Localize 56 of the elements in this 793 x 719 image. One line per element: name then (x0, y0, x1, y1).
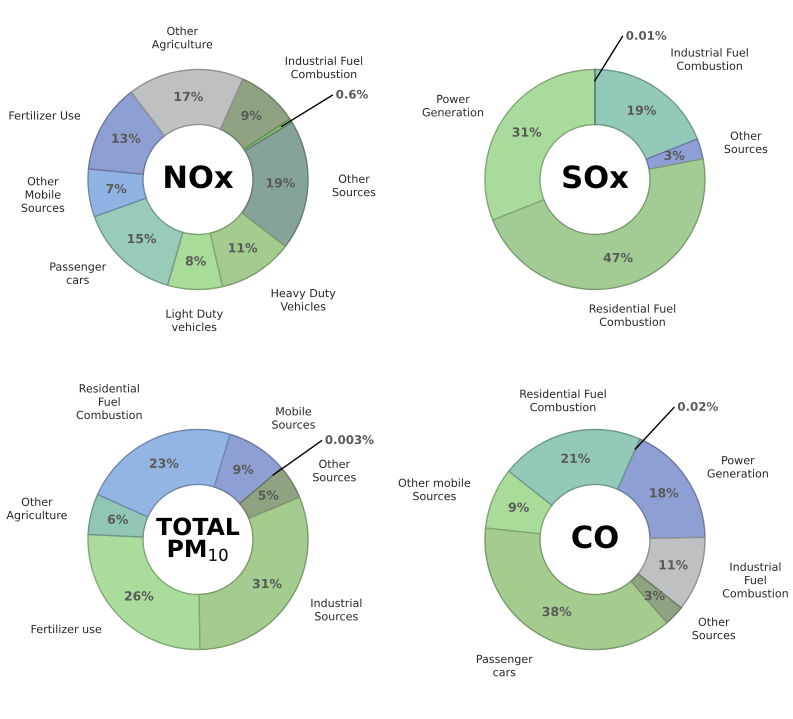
slice-label: Power Generation (422, 94, 484, 116)
data-label: 0.6% (336, 90, 368, 99)
data-label: 11% (660, 560, 688, 570)
slice-label: Residential Fuel Combustion (76, 384, 142, 420)
slice-label: Industrial Fuel Combustion (286, 56, 362, 78)
data-label: 5% (258, 490, 278, 500)
data-label: 0.01% (626, 30, 666, 40)
slice-label: Mobile Sources (272, 406, 315, 429)
data-label: 26% (124, 591, 154, 601)
data-label: 17% (174, 92, 203, 102)
data-label: 15% (128, 234, 156, 244)
data-label: 3% (644, 590, 665, 600)
slice-label: Fertilizer use (32, 624, 102, 634)
data-label: 9% (241, 110, 262, 120)
slice-label: Other Mobile Sources (22, 176, 64, 212)
data-label: 8% (186, 256, 206, 266)
data-label: 38% (542, 606, 572, 616)
slice-label: Heavy Duty Vehicles (272, 289, 336, 311)
data-label: 13% (112, 134, 140, 144)
text: CO (572, 525, 618, 548)
slice-label: Industrial Fuel Combustion (722, 562, 788, 598)
slice-label: Power Generation (707, 456, 768, 478)
slice-label: Other Sources (692, 617, 736, 640)
slice-label: Fertilizer Use (9, 111, 80, 120)
slice-label: Passenger cars (50, 262, 106, 284)
data-label: 19% (628, 105, 656, 115)
slice-label: Other Sources (332, 174, 376, 196)
data-label: 0.02% (678, 402, 718, 411)
slice-label: Other Agriculture (152, 26, 212, 51)
slice-label: Residential Fuel Combustion (590, 304, 676, 326)
data-label: 47% (604, 252, 633, 262)
slice-label: Other Sources (724, 131, 768, 154)
data-label: 31% (512, 127, 542, 137)
data-label: 9% (233, 464, 254, 474)
slice-label: Other Agriculture (6, 497, 67, 522)
data-label: 7% (106, 184, 126, 194)
data-label: 23% (150, 458, 178, 468)
data-label: 6% (108, 514, 128, 524)
text: NOx (165, 165, 234, 188)
data-label: 3% (664, 150, 684, 160)
data-label: 19% (266, 178, 295, 188)
text: TOTAL PM$_{10}$ (156, 518, 240, 562)
slice-label: Other Sources (313, 459, 356, 482)
slice-label: Industrial Sources (311, 598, 362, 620)
slice-label: Industrial Fuel Combustion (672, 48, 748, 70)
slice-label: Passenger cars (476, 654, 533, 676)
slice-label: Residential Fuel Combustion (520, 389, 606, 412)
data-label: 0.003% (325, 435, 374, 444)
slice-label: Light Duty vehicles (166, 309, 223, 332)
data-label: 9% (508, 502, 529, 512)
data-label: 11% (229, 243, 258, 253)
data-label: 21% (561, 454, 590, 464)
slice-label: Other mobile Sources (398, 478, 470, 500)
data-label: 31% (252, 578, 282, 588)
text: SOx (563, 165, 628, 188)
data-label: 18% (650, 488, 678, 498)
